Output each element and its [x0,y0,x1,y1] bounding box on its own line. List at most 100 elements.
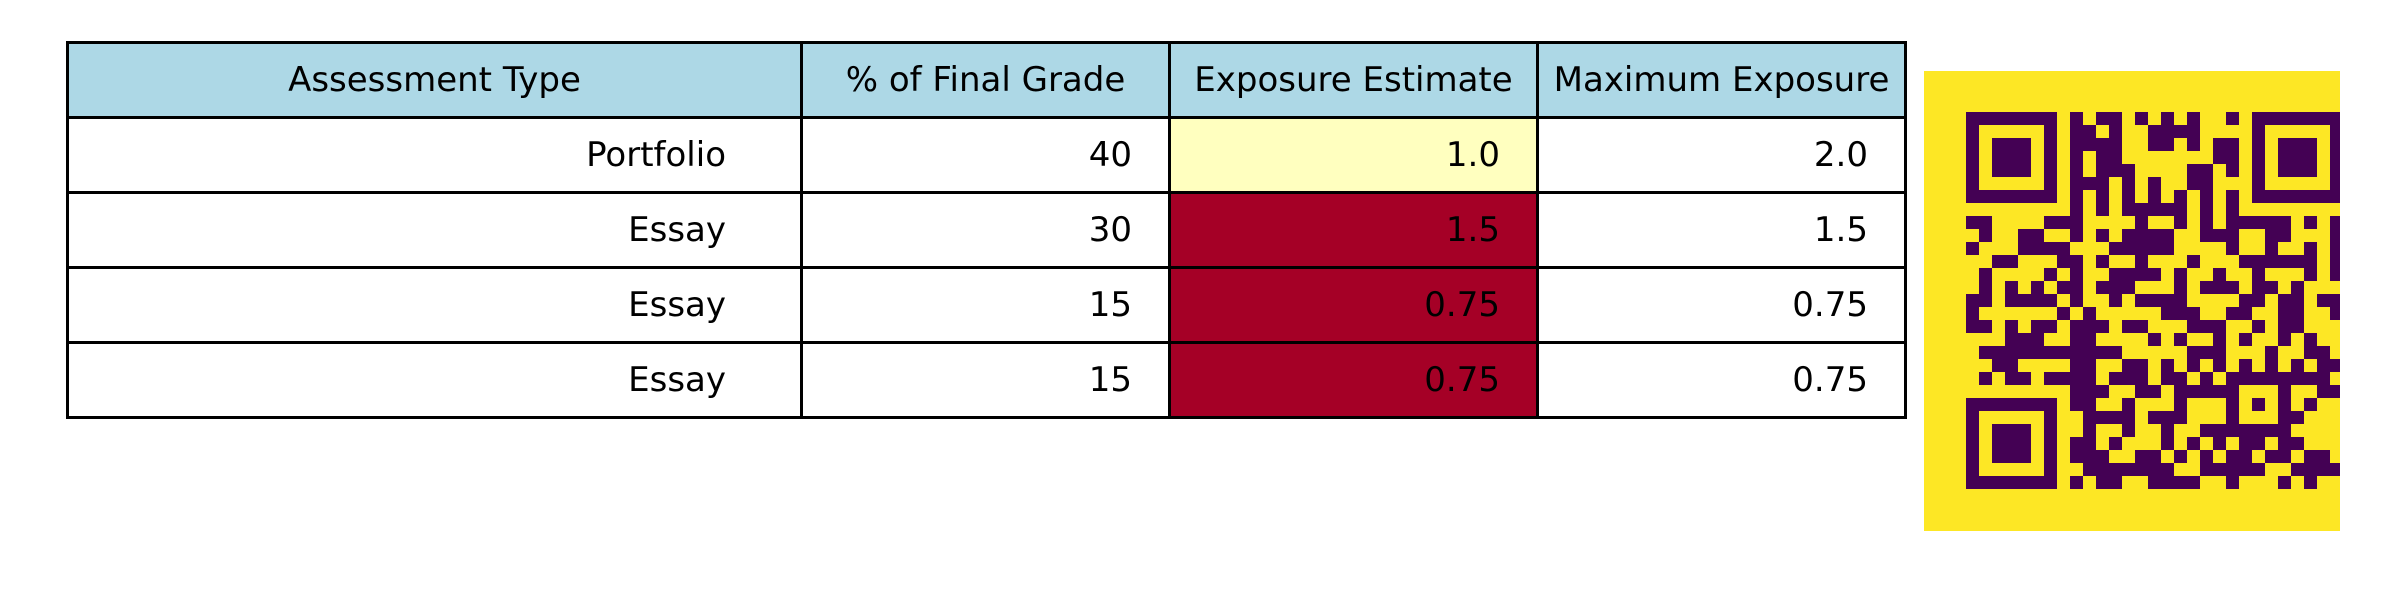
qr-module [2135,203,2148,216]
qr-module [2031,398,2044,411]
qr-module [1966,177,1979,190]
qr-module [2057,255,2070,268]
qr-module [1979,372,1992,385]
qr-module [2330,463,2343,476]
qr-module [2278,398,2291,411]
qr-module [2070,216,2083,229]
qr-module [2291,164,2304,177]
qr-module [2226,372,2239,385]
qr-module [2161,242,2174,255]
qr-module [2057,346,2070,359]
qr-module [2083,372,2096,385]
qr-module [2200,190,2213,203]
qr-module [2200,463,2213,476]
qr-module [2291,359,2304,372]
qr-module [2044,138,2057,151]
qr-module [2018,138,2031,151]
qr-module [2005,372,2018,385]
qr-module [2174,398,2187,411]
qr-module [2187,125,2200,138]
qr-module [2044,268,2057,281]
qr-module [2109,112,2122,125]
qr-module [1966,307,1979,320]
qr-module [2252,216,2265,229]
qr-module [2304,255,2317,268]
qr-module [2122,424,2135,437]
qr-module [1979,268,1992,281]
qr-module [2096,255,2109,268]
qr-module [2187,385,2200,398]
qr-module [2226,424,2239,437]
qr-module [2213,229,2226,242]
qr-module [2070,203,2083,216]
qr-module [2044,424,2057,437]
qr-module [2278,216,2291,229]
qr-module [2135,268,2148,281]
qr-module [2330,294,2343,307]
qr-module [2122,242,2135,255]
qr-module [1992,424,2005,437]
cell-maximum-exposure: 0.75 [1536,266,1907,344]
qr-module [2070,125,2083,138]
qr-module [2174,476,2187,489]
qr-module [2187,437,2200,450]
qr-module [2161,424,2174,437]
qr-module [2278,190,2291,203]
qr-module [1966,242,1979,255]
qr-module [2122,320,2135,333]
qr-module [2226,229,2239,242]
qr-module [2278,294,2291,307]
qr-module [1992,151,2005,164]
qr-module [2122,190,2135,203]
qr-module [2278,320,2291,333]
qr-module [2265,255,2278,268]
qr-module [1979,476,1992,489]
qr-module [2226,476,2239,489]
qr-module [2109,242,2122,255]
qr-module [2018,450,2031,463]
qr-module [2044,463,2057,476]
cell-exposure-estimate: 0.75 [1168,341,1539,419]
qr-module [2122,203,2135,216]
qr-module [1992,450,2005,463]
qr-module [1992,359,2005,372]
qr-module [1966,216,1979,229]
qr-module [2252,463,2265,476]
qr-module [2096,320,2109,333]
qr-module [2252,281,2265,294]
qr-module [2161,229,2174,242]
qr-module [2161,307,2174,320]
qr-module [2291,411,2304,424]
qr-module [2252,164,2265,177]
qr-module [2096,112,2109,125]
qr-module [2109,138,2122,151]
qr-module [2148,203,2161,216]
qr-module [2226,411,2239,424]
qr-module [2109,125,2122,138]
qr-module [2070,372,2083,385]
qr-module [2291,294,2304,307]
qr-module [2278,450,2291,463]
qr-module [2187,359,2200,372]
qr-module [1992,437,2005,450]
qr-module [2057,372,2070,385]
qr-module [2304,372,2317,385]
qr-module [2070,320,2083,333]
qr-module [1992,398,2005,411]
qr-module [2330,255,2343,268]
qr-module [2031,281,2044,294]
qr-module [2330,385,2343,398]
qr-module [2005,281,2018,294]
qr-module [2044,437,2057,450]
qr-module [2109,476,2122,489]
qr-module [2187,112,2200,125]
qr-module [2005,294,2018,307]
qr-module [2278,372,2291,385]
qr-module [2135,229,2148,242]
qr-module [2304,398,2317,411]
qr-module [2304,333,2317,346]
qr-module [2174,125,2187,138]
qr-module [2044,411,2057,424]
qr-module [2213,385,2226,398]
qr-module [2083,411,2096,424]
